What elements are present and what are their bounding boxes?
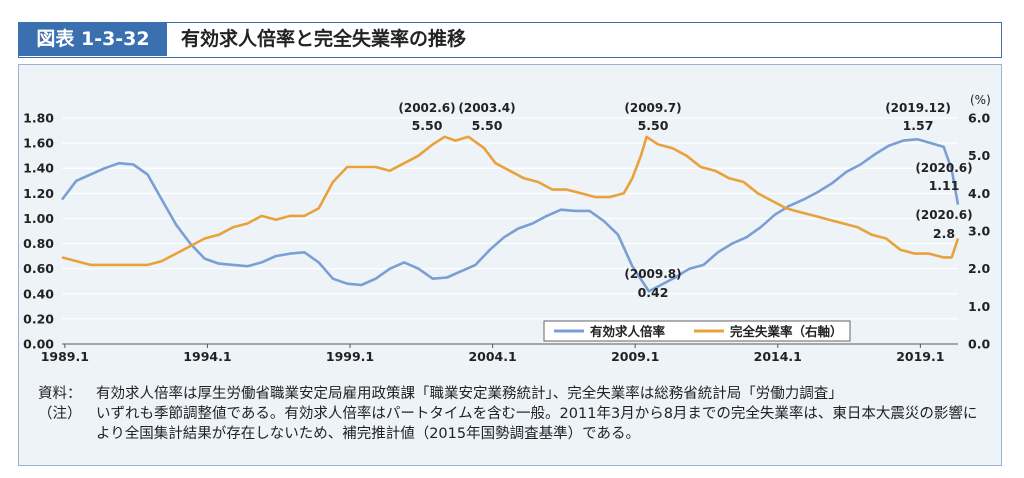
y-right-tick-label: 3.0 [968, 224, 990, 239]
source-note-label: 資料： [38, 386, 82, 402]
y-right-tick-label: 4.0 [968, 186, 990, 201]
remark-note-text: いずれも季節調整値である。有効求人倍率はパートタイムを含む一般。2011年3月か… [96, 406, 978, 442]
annotation-value: 2.8 [933, 226, 955, 241]
figure-number: 図表 1-3-32 [19, 23, 167, 56]
source-note-text: 有効求人倍率は厚生労働省職業安定局雇用政策課「職業安定業務統計」、完全失業率は総… [96, 386, 843, 402]
annotation-date: (2020.6) [915, 208, 972, 222]
y-right-unit: (%) [970, 93, 991, 107]
annotation-value: 0.42 [638, 285, 669, 300]
y-left-tick-label: 0.80 [23, 236, 54, 251]
annotation-value: 5.50 [412, 118, 443, 133]
legend-label-jobs-ratio: 有効求人倍率 [590, 324, 666, 339]
y-left-tick-label: 1.80 [23, 111, 54, 126]
y-left-tick-label: 1.00 [23, 211, 54, 226]
annotation-value: 5.50 [472, 118, 503, 133]
x-tick-label: 2004.1 [468, 349, 516, 364]
chart-panel [18, 64, 1002, 466]
remark-note-label: （注） [38, 406, 82, 422]
y-left-tick-label: 1.20 [23, 186, 54, 201]
x-tick-label: 1999.1 [326, 349, 374, 364]
chart-notes: 資料： 有効求人倍率は厚生労働省職業安定局雇用政策課「職業安定業務統計」、完全失… [38, 384, 988, 444]
y-right-tick-label: 6.0 [968, 111, 990, 126]
y-right-tick-label: 5.0 [968, 148, 990, 163]
y-left-tick-label: 0.40 [23, 286, 54, 301]
annotation-value: 1.11 [929, 178, 960, 193]
y-left-tick-label: 0.20 [23, 311, 54, 326]
figure-header: 図表 1-3-32 有効求人倍率と完全失業率の推移 [18, 22, 1002, 58]
annotation-date: (2019.12) [885, 101, 951, 115]
legend-label-unemployment: 完全失業率（右軸） [730, 324, 843, 339]
figure-title: 有効求人倍率と完全失業率の推移 [181, 28, 467, 50]
remark-note: （注） いずれも季節調整値である。有効求人倍率はパートタイムを含む一般。2011… [38, 404, 988, 444]
source-note: 資料： 有効求人倍率は厚生労働省職業安定局雇用政策課「職業安定業務統計」、完全失… [38, 384, 988, 404]
x-tick-label: 2009.1 [611, 349, 659, 364]
y-left-tick-label: 1.60 [23, 136, 54, 151]
series-line-unemployment [61, 135, 960, 267]
x-tick-label: 1994.1 [183, 349, 231, 364]
x-tick-label: 2019.1 [896, 349, 944, 364]
x-tick-label: 2014.1 [754, 349, 802, 364]
series-line-jobs-ratio [60, 138, 960, 293]
x-tick-label: 1989.1 [41, 349, 89, 364]
y-left-tick-label: 0.60 [23, 261, 54, 276]
y-right-tick-label: 2.0 [968, 261, 990, 276]
y-right-tick-label: 1.0 [968, 299, 990, 314]
annotation-date: (2020.6) [915, 161, 972, 175]
annotation-value: 1.57 [903, 118, 934, 133]
annotation-date: (2003.4) [458, 101, 515, 115]
y-right-tick-label: 0.0 [968, 337, 990, 352]
annotation-date: (2009.7) [624, 101, 681, 115]
y-left-tick-label: 0.00 [23, 337, 54, 352]
annotation-date: (2009.8) [624, 267, 681, 281]
annotation-value: 5.50 [638, 118, 669, 133]
annotation-date: (2002.6) [398, 101, 455, 115]
y-left-tick-label: 1.40 [23, 161, 54, 176]
